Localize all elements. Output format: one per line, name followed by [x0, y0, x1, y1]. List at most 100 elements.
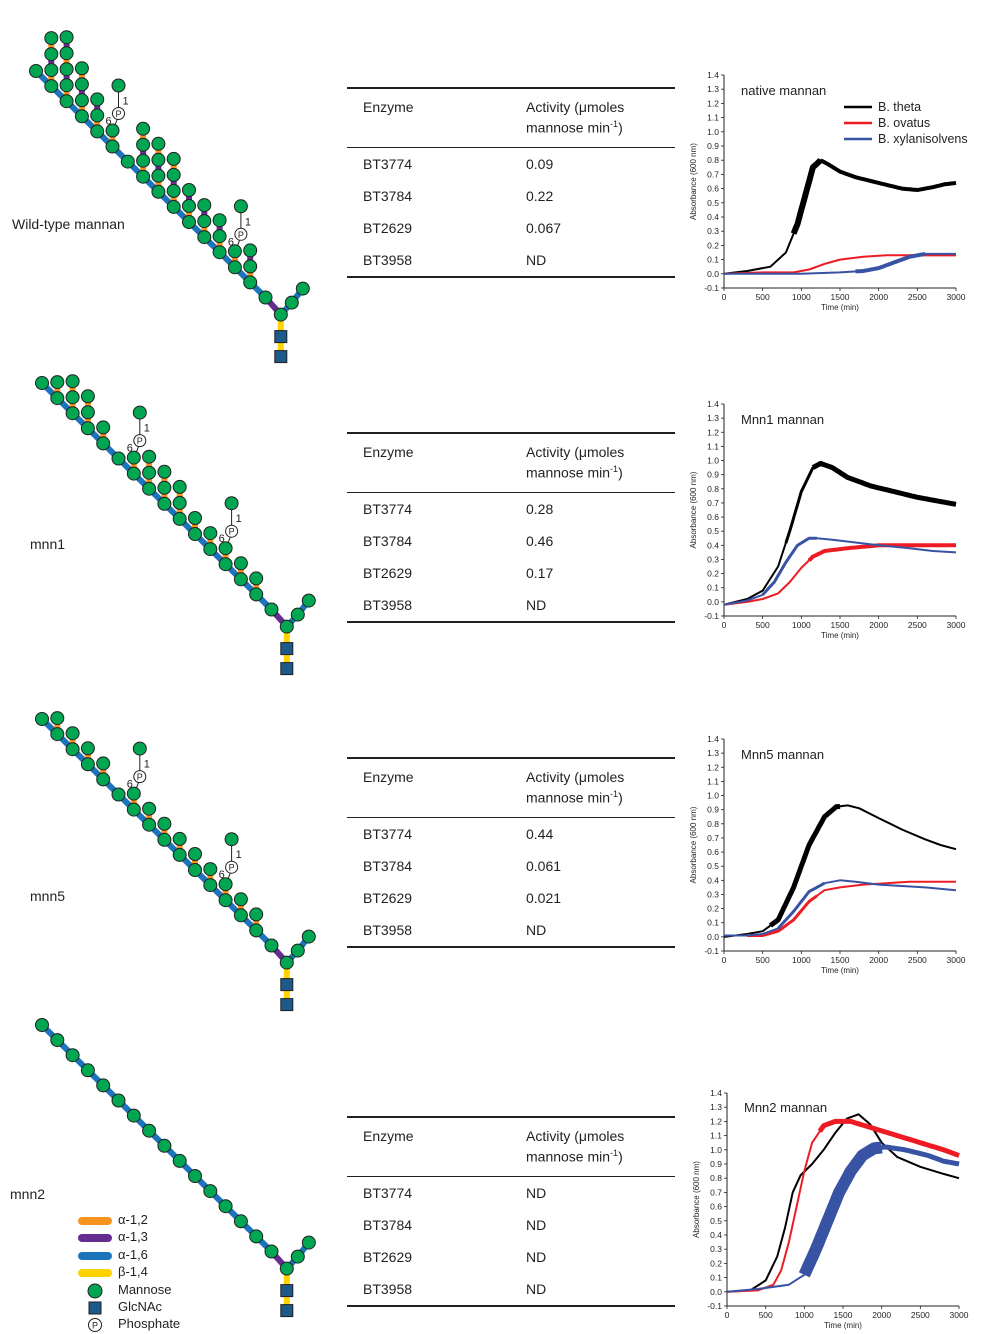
cell-enzyme: BT2629: [363, 890, 413, 906]
mannose-icon: [233, 556, 248, 571]
mannose-icon: [166, 167, 181, 182]
header-enzyme: Enzyme: [363, 1128, 414, 1144]
legend-label: α-1,3: [118, 1229, 148, 1245]
y-tick-label: 0.3: [707, 889, 719, 899]
phosphate-position-label: 1: [144, 759, 150, 771]
mannose-icon: [290, 1249, 305, 1264]
x-tick-label: 2000: [869, 955, 888, 965]
series-line-theta: [726, 1113, 960, 1293]
legend-label: Mannose: [118, 1281, 172, 1297]
mannose-icon: [126, 466, 141, 481]
cell-enzyme: BT3784: [363, 533, 413, 549]
cell-enzyme: BT3774: [363, 826, 413, 842]
mannose-icon: [157, 464, 172, 479]
x-tick-label: 2000: [869, 292, 888, 302]
legend-label: GlcNAc: [118, 1298, 163, 1314]
mannose-icon: [29, 64, 43, 78]
y-axis-label: Absorbance (600 nm): [689, 471, 698, 548]
mannose-icon: [284, 295, 299, 310]
mannose-icon: [233, 908, 248, 923]
x-tick-label: 2500: [911, 1310, 930, 1320]
mannose-icon: [126, 1108, 141, 1123]
cell-activity: 0.44: [526, 826, 554, 842]
mannose-icon: [151, 136, 166, 151]
y-tick-label: 0.3: [707, 554, 719, 564]
mannose-icon: [227, 260, 242, 275]
series-line-theta: [723, 804, 957, 938]
mannose-icon: [264, 602, 279, 617]
chart-3: -0.1 0.0 0.1 0.2 0.3 0.4 0.5 0.6 0.7 0.8 0.9 1.0 1.1…: [692, 1088, 969, 1330]
cell-enzyme: BT3784: [363, 188, 413, 204]
activity-table-wild-type: Enzyme Activity (μmoles mannose min-1) BT…: [347, 87, 675, 278]
y-tick-label: 0.6: [710, 1202, 722, 1212]
mannose-icon: [188, 847, 202, 861]
series-band-xylan: [761, 536, 817, 596]
table-row: BT3784 0.061: [347, 850, 675, 882]
table-row: BT3774 0.44: [347, 818, 675, 850]
mannose-icon: [295, 281, 310, 296]
mannose-icon: [218, 893, 233, 908]
structure-label-mnn1: mnn1: [30, 536, 66, 552]
series-line-ovatus: [723, 254, 956, 275]
mannose-icon: [35, 712, 49, 726]
table-bottom-rule: [347, 621, 675, 623]
y-tick-label: 1.4: [710, 1088, 722, 1098]
table-row: BT3784 0.46: [347, 525, 675, 557]
y-tick-label: 0.4: [707, 875, 719, 885]
x-tick-label: 3000: [947, 620, 966, 630]
mannose-icon: [157, 816, 172, 831]
glcnac-icon: [280, 978, 294, 992]
structure-label-wild-type: Wild-type mannan: [12, 216, 125, 232]
y-tick-label: 1.1: [707, 113, 719, 123]
phosphate-position-label: 1: [245, 216, 251, 228]
phosphate-icon: [133, 770, 147, 784]
mannose-icon: [136, 153, 151, 168]
y-tick-label: 0.7: [707, 498, 719, 508]
y-tick-label: 0.5: [710, 1216, 722, 1226]
series-line-xylan: [724, 252, 956, 275]
mannose-icon: [35, 376, 49, 390]
x-axis-label: Time (min): [821, 966, 859, 975]
series-band-xylan: [881, 1144, 960, 1167]
mannose-icon: [212, 213, 227, 228]
table-bottom-rule: [347, 276, 675, 278]
phosphate-position-label: 6: [228, 236, 234, 248]
x-tick-label: 0: [722, 292, 727, 302]
phosphate-icon: [234, 227, 248, 241]
mannose-icon: [224, 832, 239, 847]
chart-title: native mannan: [741, 83, 826, 98]
y-tick-label: -0.1: [704, 611, 719, 621]
mannose-icon: [233, 1214, 248, 1229]
y-tick-label: 0.4: [710, 1230, 722, 1240]
mannose-icon: [74, 61, 89, 76]
mannose-icon: [172, 511, 187, 526]
mannose-icon: [203, 878, 218, 893]
table-top-rule: [347, 87, 675, 89]
mannose-icon: [273, 307, 288, 322]
mannose-icon: [233, 892, 248, 907]
mannose-icon: [120, 154, 135, 169]
y-tick-label: 0.9: [707, 141, 719, 151]
cell-activity: 0.021: [526, 890, 562, 906]
mannose-icon: [111, 78, 126, 93]
x-tick-label: 2000: [872, 1310, 891, 1320]
y-tick-label: 0.0: [707, 932, 719, 942]
phosphate-position-label: 6: [106, 116, 112, 128]
x-axis-label: Time (min): [824, 1321, 862, 1330]
chart-title: Mnn2 mannan: [744, 1100, 827, 1115]
structure-label-mnn5: mnn5: [30, 888, 66, 904]
mannose-icon: [126, 450, 141, 465]
mannose-icon: [44, 79, 59, 94]
cell-enzyme: BT3784: [363, 1217, 413, 1233]
y-tick-label: 1.3: [710, 1102, 722, 1112]
mannose-icon: [74, 77, 89, 92]
table-bottom-rule: [347, 946, 675, 948]
mannose-icon: [301, 1235, 316, 1250]
chart-0: -0.1 0.0 0.1 0.2 0.3 0.4 0.5 0.6 0.7 0.8 0.9 1.0 1.1…: [689, 70, 968, 312]
series-band-theta: [790, 157, 823, 235]
y-tick-label: 0.2: [707, 904, 719, 914]
mannose-icon: [212, 229, 227, 244]
mannose-icon: [301, 929, 316, 944]
y-tick-label: 0.5: [707, 198, 719, 208]
series-line-theta: [723, 159, 957, 275]
